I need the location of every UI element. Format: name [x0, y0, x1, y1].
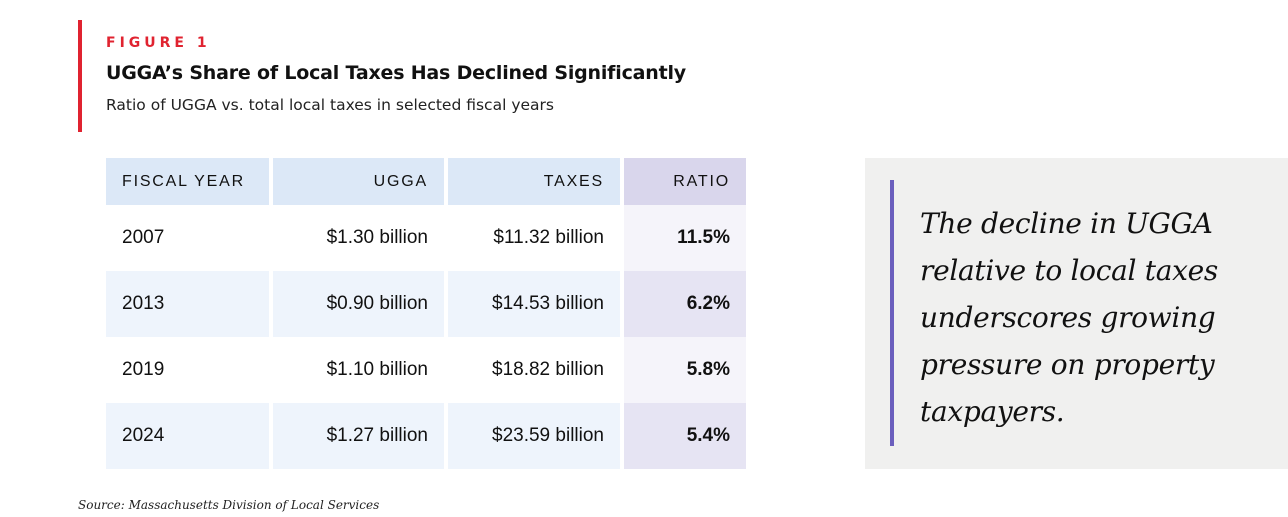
figure-title: UGGA’s Share of Local Taxes Has Declined…: [106, 62, 686, 84]
source-note: Source: Massachusetts Division of Local …: [78, 498, 380, 512]
table-row: 2013 $0.90 billion $14.53 billion 6.2%: [106, 271, 746, 337]
data-table: FISCAL YEAR UGGA TAXES RATIO 2007 $1.30 …: [106, 158, 746, 469]
cell-year: 2024: [106, 403, 273, 469]
cell-ratio: 11.5%: [624, 205, 746, 271]
figure-accent-bar: [78, 20, 82, 132]
table-row: 2007 $1.30 billion $11.32 billion 11.5%: [106, 205, 746, 271]
cell-ugga: $1.10 billion: [273, 337, 448, 403]
table-row: 2024 $1.27 billion $23.59 billion 5.4%: [106, 403, 746, 469]
table-header-row: FISCAL YEAR UGGA TAXES RATIO: [106, 158, 746, 205]
callout-accent-bar: [890, 180, 894, 446]
cell-ugga: $1.30 billion: [273, 205, 448, 271]
callout-quote: The decline in UGGA relative to local ta…: [920, 207, 1218, 428]
cell-taxes: $23.59 billion: [448, 403, 624, 469]
header-ratio: RATIO: [624, 158, 746, 205]
cell-ugga: $1.27 billion: [273, 403, 448, 469]
header-ugga: UGGA: [273, 158, 448, 205]
header-taxes: TAXES: [448, 158, 624, 205]
cell-year: 2019: [106, 337, 273, 403]
cell-year: 2013: [106, 271, 273, 337]
figure-subtitle: Ratio of UGGA vs. total local taxes in s…: [106, 96, 554, 114]
cell-ugga: $0.90 billion: [273, 271, 448, 337]
table-row: 2019 $1.10 billion $18.82 billion 5.8%: [106, 337, 746, 403]
header-fiscal-year: FISCAL YEAR: [106, 158, 273, 205]
cell-ratio: 5.8%: [624, 337, 746, 403]
cell-ratio: 6.2%: [624, 271, 746, 337]
cell-taxes: $18.82 billion: [448, 337, 624, 403]
cell-taxes: $11.32 billion: [448, 205, 624, 271]
cell-taxes: $14.53 billion: [448, 271, 624, 337]
cell-year: 2007: [106, 205, 273, 271]
cell-ratio: 5.4%: [624, 403, 746, 469]
figure-label: FIGURE 1: [106, 35, 211, 51]
callout-box: The decline in UGGA relative to local ta…: [865, 158, 1288, 469]
